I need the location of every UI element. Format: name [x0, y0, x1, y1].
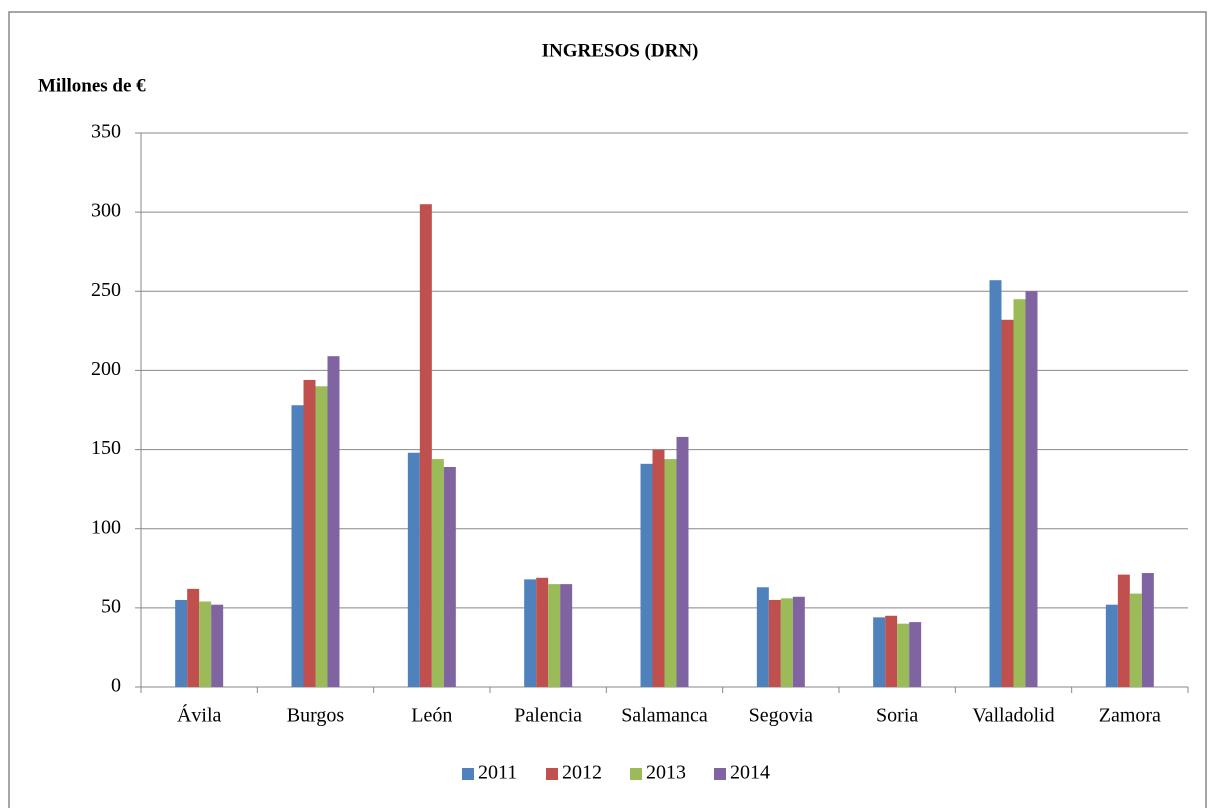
bar — [211, 604, 224, 687]
bar — [780, 598, 793, 687]
y-tick-label: 50 — [101, 595, 121, 617]
legend-swatch — [630, 768, 642, 780]
bar — [548, 584, 561, 687]
legend-swatch — [462, 768, 474, 780]
x-tick-label: León — [411, 705, 452, 727]
bar — [560, 584, 573, 687]
bar — [1025, 291, 1038, 687]
legend-label: 2014 — [730, 762, 770, 784]
x-tick-label: Burgos — [287, 705, 345, 727]
bar — [431, 459, 444, 687]
bar — [1117, 574, 1130, 687]
x-tick-label: Salamanca — [621, 705, 708, 727]
bar — [536, 577, 549, 687]
bar — [175, 599, 188, 687]
x-tick-label: Valladolid — [972, 705, 1054, 727]
bar — [199, 601, 212, 687]
bar — [652, 449, 665, 687]
bar — [1013, 299, 1026, 687]
bar — [315, 386, 328, 687]
bar — [524, 579, 537, 687]
bar — [768, 599, 781, 687]
legend-swatch — [714, 768, 726, 780]
bar — [756, 587, 769, 687]
y-tick-label: 200 — [91, 358, 121, 380]
bar — [989, 280, 1002, 687]
bar — [664, 459, 677, 687]
bar — [1001, 319, 1014, 687]
legend-label: 2013 — [646, 762, 686, 784]
x-tick-label: Ávila — [177, 704, 222, 727]
x-tick-label: Zamora — [1099, 705, 1161, 727]
bar — [443, 466, 456, 687]
x-tick-label: Soria — [876, 705, 918, 727]
bar — [873, 617, 886, 687]
y-tick-label: 350 — [91, 121, 121, 143]
bar — [909, 622, 922, 687]
legend-label: 2011 — [478, 762, 517, 784]
bar — [291, 405, 304, 687]
bar — [327, 356, 340, 687]
bar — [676, 436, 689, 687]
bar — [640, 463, 653, 687]
bar — [419, 204, 432, 687]
y-tick-label: 150 — [91, 437, 121, 459]
bar — [1129, 593, 1142, 687]
bar — [885, 615, 898, 687]
x-tick-label: Segovia — [749, 705, 814, 727]
y-tick-label: 250 — [91, 279, 121, 301]
bar — [1141, 573, 1154, 687]
bar — [187, 588, 200, 687]
bar — [792, 596, 805, 687]
y-tick-label: 0 — [111, 675, 121, 697]
y-tick-label: 100 — [91, 516, 121, 538]
x-tick-label: Palencia — [514, 705, 582, 727]
y-axis-title: Millones de € — [38, 75, 146, 96]
legend-label: 2012 — [562, 762, 602, 784]
bar — [407, 452, 420, 687]
bar — [1105, 604, 1118, 687]
bar — [303, 379, 316, 687]
bar — [897, 623, 910, 687]
legend-swatch — [546, 768, 558, 780]
chart-title: INGRESOS (DRN) — [542, 40, 699, 61]
y-tick-label: 300 — [91, 200, 121, 222]
